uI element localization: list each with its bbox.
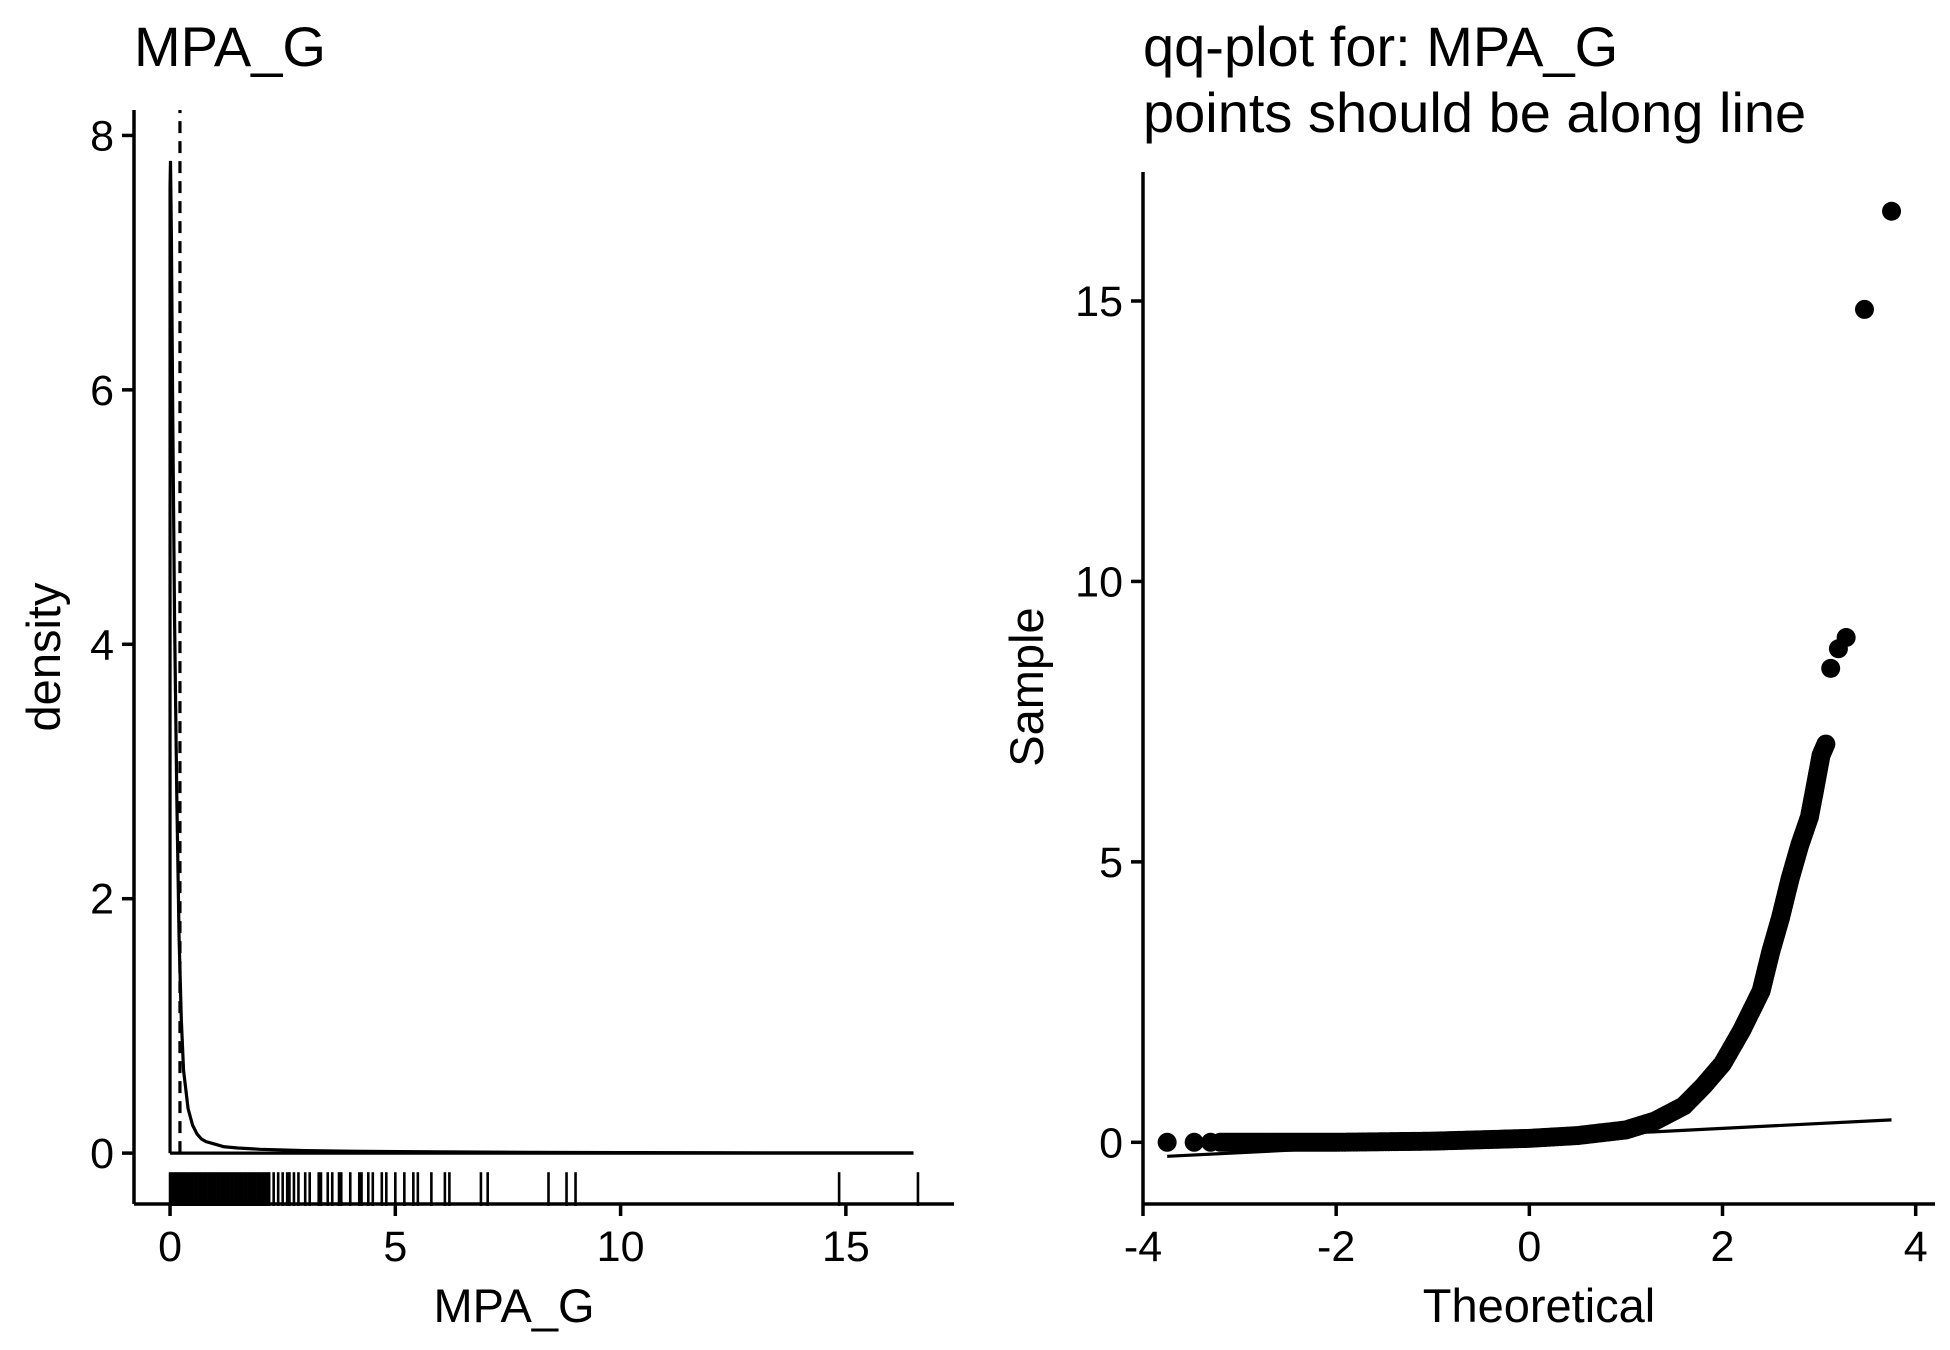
density-plot-title: MPA_G bbox=[134, 15, 326, 78]
x-axis-ticks: 0 5 10 15 bbox=[158, 1204, 870, 1271]
x-axis-title: Theoretical bbox=[1423, 1279, 1656, 1332]
y-tick-label-4: 8 bbox=[90, 112, 114, 160]
x-tick-label-3: 15 bbox=[822, 1223, 870, 1271]
x-tick-label-2: 0 bbox=[1517, 1223, 1541, 1271]
qq-extreme-point-1 bbox=[1184, 1132, 1204, 1152]
qq-plot-panel: qq-plot for: MPA_G points should be alon… bbox=[1000, 15, 1935, 1332]
y-tick-label-3: 15 bbox=[1075, 278, 1123, 326]
x-tick-label-1: -2 bbox=[1317, 1223, 1355, 1271]
x-axis-ticks: -4 -2 0 2 4 bbox=[1124, 1204, 1928, 1271]
qq-extreme-point-0 bbox=[1157, 1132, 1177, 1152]
qq-marks bbox=[1157, 201, 1902, 1158]
x-tick-label-4: 4 bbox=[1904, 1223, 1928, 1271]
y-tick-label-0: 0 bbox=[1099, 1119, 1123, 1167]
y-tick-label-2: 4 bbox=[90, 621, 114, 669]
y-tick-label-0: 0 bbox=[90, 1130, 114, 1178]
qq-reference-line bbox=[1167, 1118, 1892, 1158]
qq-extreme-point-7 bbox=[1882, 201, 1902, 221]
qq-extreme-point-5 bbox=[1836, 628, 1856, 648]
y-tick-label-1: 5 bbox=[1099, 839, 1123, 887]
y-tick-label-3: 6 bbox=[90, 367, 114, 415]
x-tick-label-0: 0 bbox=[158, 1223, 182, 1271]
x-axis-title: MPA_G bbox=[433, 1279, 594, 1332]
qq-plot-subtitle: points should be along line bbox=[1143, 81, 1806, 144]
qq-plot-title: qq-plot for: MPA_G bbox=[1143, 15, 1618, 78]
y-tick-label-2: 10 bbox=[1075, 558, 1123, 606]
y-axis-ticks: 0 5 10 15 bbox=[1075, 278, 1143, 1167]
y-axis-ticks: 0 2 4 6 8 bbox=[90, 112, 134, 1178]
y-axis-title: Sample bbox=[1000, 607, 1053, 766]
x-tick-label-3: 2 bbox=[1711, 1223, 1735, 1271]
qq-extreme-point-2 bbox=[1201, 1132, 1221, 1152]
x-tick-label-2: 10 bbox=[597, 1223, 645, 1271]
density-marks bbox=[168, 110, 914, 1155]
qq-extreme-point-6 bbox=[1854, 299, 1874, 319]
y-tick-label-1: 2 bbox=[90, 876, 114, 924]
qq-extreme-point-3 bbox=[1821, 658, 1841, 678]
qq-point-298 bbox=[1816, 734, 1836, 754]
y-axis-title: density bbox=[17, 582, 70, 731]
density-plot-panel: MPA_G 0 2 4 6 8 0 5 10 15 MPA_G density bbox=[17, 15, 954, 1332]
x-tick-label-1: 5 bbox=[383, 1223, 407, 1271]
density-curve bbox=[168, 160, 914, 1155]
x-tick-label-0: -4 bbox=[1124, 1223, 1162, 1271]
rug-marks bbox=[168, 1172, 920, 1206]
